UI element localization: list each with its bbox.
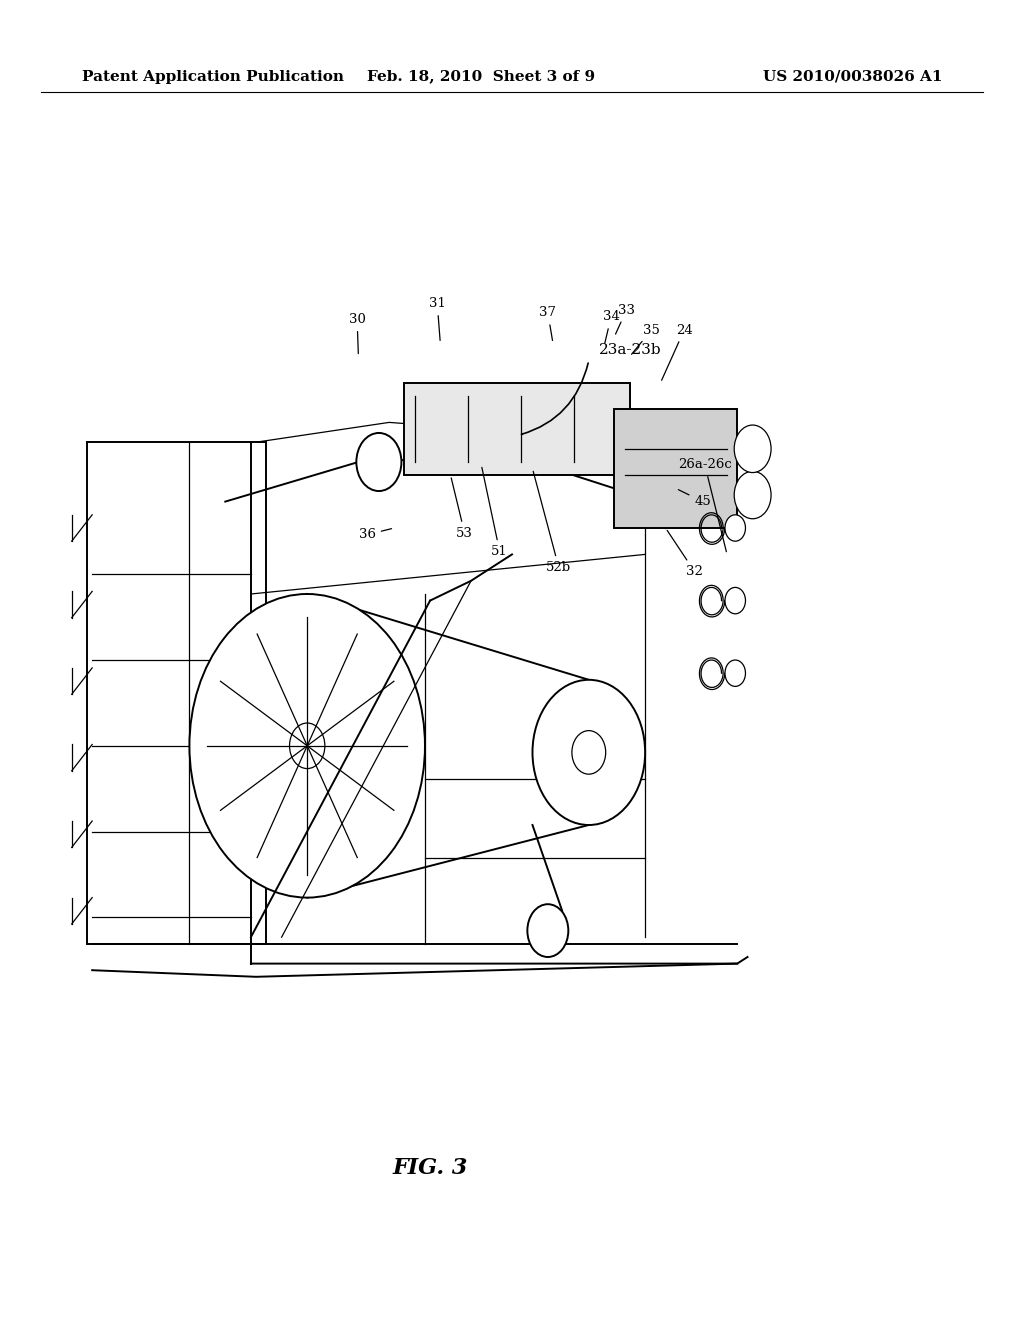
Text: Feb. 18, 2010  Sheet 3 of 9: Feb. 18, 2010 Sheet 3 of 9 <box>368 70 595 83</box>
FancyBboxPatch shape <box>87 442 266 944</box>
Text: 45: 45 <box>678 490 711 508</box>
Circle shape <box>734 425 771 473</box>
Text: 33: 33 <box>615 304 635 334</box>
Text: 24: 24 <box>662 323 692 380</box>
Text: 35: 35 <box>632 323 659 354</box>
Text: 23a-23b: 23a-23b <box>599 343 662 356</box>
Circle shape <box>290 723 325 768</box>
Text: 53: 53 <box>452 478 473 540</box>
Text: 52b: 52b <box>534 471 571 574</box>
Text: US 2010/0038026 A1: US 2010/0038026 A1 <box>763 70 942 83</box>
FancyArrowPatch shape <box>521 363 588 434</box>
Circle shape <box>532 680 645 825</box>
Text: 31: 31 <box>429 297 445 341</box>
Text: 30: 30 <box>349 313 366 354</box>
Circle shape <box>725 515 745 541</box>
Circle shape <box>571 731 605 774</box>
Bar <box>614 409 737 528</box>
Text: 32: 32 <box>668 531 702 578</box>
Text: Patent Application Publication: Patent Application Publication <box>82 70 344 83</box>
Bar <box>404 383 630 475</box>
Circle shape <box>734 471 771 519</box>
Circle shape <box>189 594 425 898</box>
Circle shape <box>725 587 745 614</box>
Text: FIG. 3: FIG. 3 <box>392 1158 468 1179</box>
Circle shape <box>725 660 745 686</box>
Text: 34: 34 <box>603 310 620 343</box>
Text: 36: 36 <box>358 528 391 541</box>
Text: 26a-26c: 26a-26c <box>678 458 731 552</box>
Circle shape <box>356 433 401 491</box>
Text: 51: 51 <box>482 467 508 558</box>
Circle shape <box>527 904 568 957</box>
Text: 37: 37 <box>540 306 556 341</box>
